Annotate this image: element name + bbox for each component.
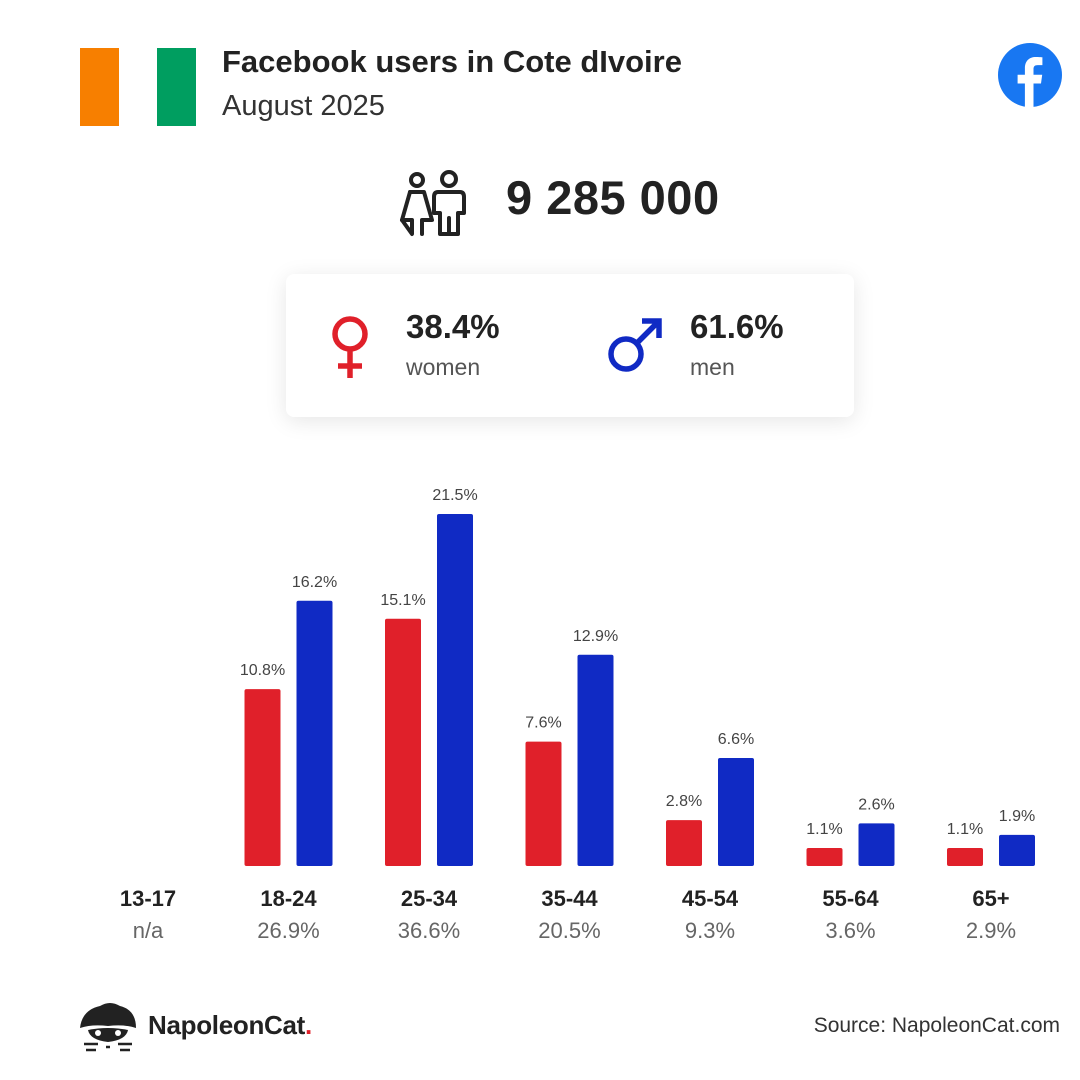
facebook-icon xyxy=(998,43,1062,108)
age-group-total: 3.6% xyxy=(825,918,875,943)
flag-stripe-white xyxy=(118,48,158,126)
age-category-label: 35-44 xyxy=(541,886,598,911)
country-flag xyxy=(80,48,197,126)
women-percentage: 38.4% xyxy=(406,308,500,345)
bar-men-45-54 xyxy=(718,757,754,866)
bar-value-label: 7.6% xyxy=(525,715,561,732)
men-label: men xyxy=(690,354,735,380)
bar-value-label: 21.5% xyxy=(432,487,477,504)
bar-women-55-64 xyxy=(806,847,843,866)
male-symbol-icon xyxy=(608,318,662,372)
age-category-label: 25-34 xyxy=(401,886,458,911)
men-percentage: 61.6% xyxy=(690,308,784,345)
age-category-label: 55-64 xyxy=(822,886,879,911)
bar-value-label: 2.8% xyxy=(666,793,702,810)
age-group-total: 20.5% xyxy=(538,918,600,943)
bar-value-label: 1.1% xyxy=(806,821,842,838)
napoleoncat-mascot-icon xyxy=(80,1003,136,1052)
bar-men-18-24 xyxy=(296,600,333,866)
bar-women-65+ xyxy=(947,847,983,866)
page-title: Facebook users in Cote dIvoire xyxy=(222,44,682,79)
age-group-total: 9.3% xyxy=(685,918,735,943)
age-group-total: n/a xyxy=(133,918,164,943)
bar-value-label: 16.2% xyxy=(292,574,337,591)
people-icon xyxy=(400,170,466,236)
bar-men-25-34 xyxy=(437,514,473,866)
age-group-total: 36.6% xyxy=(398,918,460,943)
bar-value-label: 12.9% xyxy=(573,628,618,645)
gender-split-card: 38.4% women 61.6% men xyxy=(286,274,854,417)
bar-men-65+ xyxy=(999,834,1035,866)
source-credit: Source: NapoleonCat.com xyxy=(813,1014,1060,1037)
bar-value-label: 2.6% xyxy=(858,796,894,813)
bar-women-25-34 xyxy=(385,618,421,866)
bar-women-18-24 xyxy=(244,689,281,866)
bar-value-label: 1.1% xyxy=(947,821,983,838)
female-symbol-icon xyxy=(332,316,368,378)
bar-value-label: 15.1% xyxy=(380,592,425,609)
age-group-total: 2.9% xyxy=(966,918,1016,943)
page-subtitle: August 2025 xyxy=(222,90,385,122)
flag-stripe-green xyxy=(157,48,197,126)
bar-men-35-44 xyxy=(577,654,614,866)
total-users: 9 285 000 xyxy=(506,171,720,224)
women-label: women xyxy=(406,354,481,380)
flag-stripe-orange xyxy=(80,48,119,126)
bar-value-label: 6.6% xyxy=(718,731,754,748)
age-gender-bar-chart: 13-17 n/a 10.8% 16.2% 18-24 26.9% 15.1% 21.5% 25… xyxy=(120,487,1035,943)
brand-name: NapoleonCat. xyxy=(148,1010,312,1040)
bar-value-label: 1.9% xyxy=(999,808,1035,825)
age-category-label: 45-54 xyxy=(682,886,739,911)
age-category-label: 18-24 xyxy=(260,886,317,911)
bar-value-label: 10.8% xyxy=(240,662,285,679)
age-category-label: 13-17 xyxy=(120,886,176,911)
bar-men-55-64 xyxy=(858,823,895,866)
age-group-total: 26.9% xyxy=(257,918,319,943)
age-category-label: 65+ xyxy=(972,886,1009,911)
bar-women-45-54 xyxy=(666,820,702,866)
bar-women-35-44 xyxy=(525,741,562,866)
